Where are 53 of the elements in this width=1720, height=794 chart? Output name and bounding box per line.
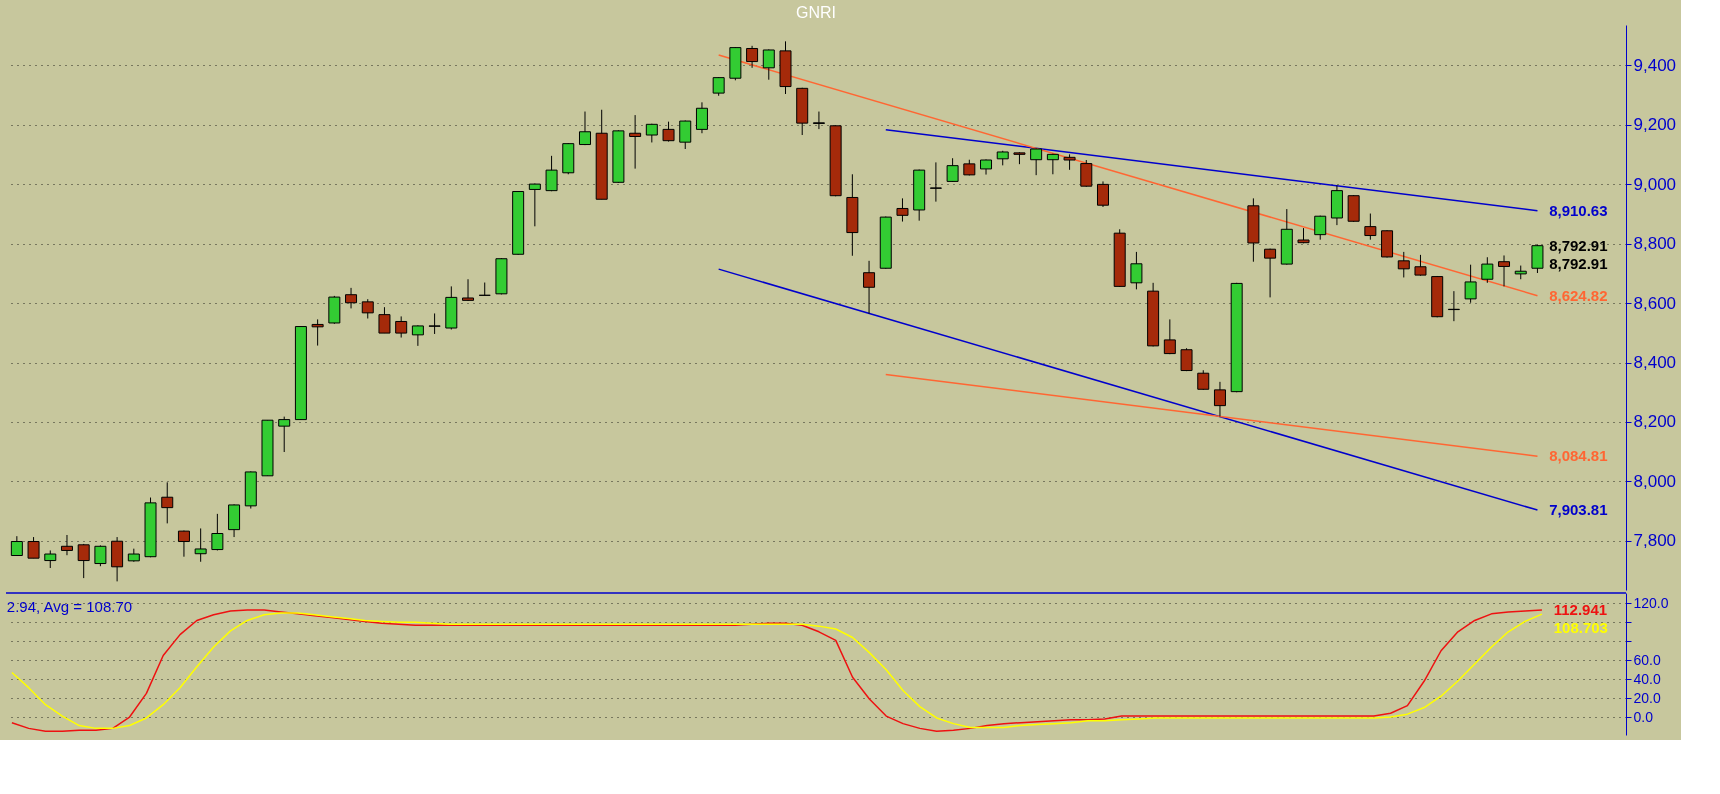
candlestick — [462, 278, 475, 302]
candlestick — [1397, 251, 1410, 278]
y-tick-label: 9,400 — [1633, 55, 1677, 75]
chart-title: GNRI — [796, 4, 836, 21]
y-tick-label: 9,000 — [1633, 174, 1677, 194]
data-label: 112.941 — [1553, 601, 1608, 619]
candlestick — [1197, 369, 1210, 391]
candlestick — [1314, 215, 1327, 241]
candlestick — [395, 315, 408, 339]
y-tick-label: 8,800 — [1633, 234, 1677, 254]
candlestick — [1264, 248, 1277, 298]
data-label: 8,084.81 — [1549, 447, 1608, 465]
candlestick — [94, 544, 107, 567]
candlestick — [946, 157, 959, 183]
candlestick — [1163, 318, 1176, 355]
y-tick-label: 120.0 — [1633, 594, 1669, 611]
y-tick-label: 8,600 — [1633, 293, 1677, 313]
candlestick — [1481, 256, 1494, 284]
candlestick — [177, 530, 190, 558]
data-label: 8,910.63 — [1549, 201, 1608, 219]
candlestick — [311, 318, 324, 347]
candlestick — [378, 306, 391, 334]
y-tick-label: 7,800 — [1633, 531, 1677, 551]
text: 8,792.91 — [1549, 254, 1608, 272]
y-tick-label: 8,000 — [1633, 471, 1677, 491]
candlestick — [712, 76, 725, 97]
candlestick — [1213, 381, 1226, 418]
candlestick — [1364, 213, 1377, 241]
candlestick — [1498, 254, 1511, 287]
y-tick-label: 40.0 — [1633, 670, 1661, 687]
candlestick — [1030, 147, 1043, 176]
y-tick-label: 0.0 — [1633, 708, 1654, 725]
candlestick — [411, 324, 424, 347]
candlestick — [161, 481, 174, 524]
candlestick — [77, 543, 90, 579]
text: 8,792.91 — [1549, 236, 1608, 254]
y-tick-label: 60.0 — [1633, 651, 1661, 668]
data-label: 8,624.82 — [1549, 286, 1608, 304]
candlestick — [1414, 254, 1427, 277]
candlestick — [428, 312, 441, 335]
annotation: 2.94, Avg = 108.70 — [6, 598, 133, 615]
y-tick-label: 8,200 — [1633, 412, 1677, 432]
candlestick — [929, 161, 942, 203]
candlestick — [27, 536, 40, 559]
y-tick-label: 8,400 — [1633, 353, 1677, 373]
candlestick — [478, 282, 491, 297]
candlestick — [1130, 251, 1143, 290]
y-tick-label: 9,200 — [1633, 115, 1677, 135]
data-label: 7,903.81 — [1549, 501, 1608, 519]
candlestick — [896, 197, 909, 223]
candlestick — [60, 534, 73, 556]
y-tick-label: 20.0 — [1633, 689, 1661, 706]
data-label: 108.703 — [1553, 619, 1608, 637]
